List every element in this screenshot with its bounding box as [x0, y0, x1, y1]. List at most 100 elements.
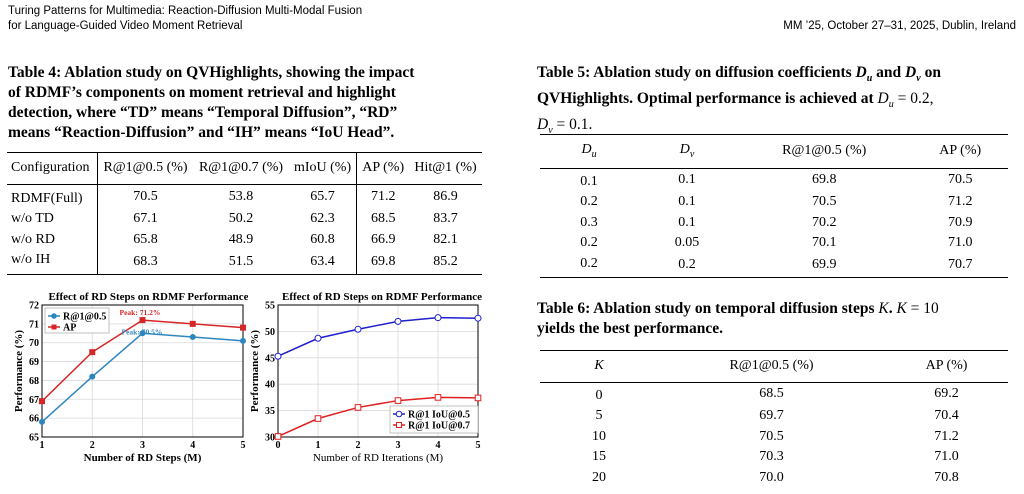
- table5-cell: 0.05: [674, 235, 700, 251]
- table5-header-dv: Dv: [679, 142, 695, 161]
- x-tick-label: 2: [356, 440, 361, 451]
- header-title-line2: for Language-Guided Video Moment Retriev…: [8, 20, 243, 32]
- caption-text: Table 6: Ablation study on temporal diff…: [537, 300, 879, 317]
- table4-cell: 67.1: [96, 209, 194, 230]
- x-tick-label: 5: [476, 440, 481, 451]
- table6: K R@1@0.5 (%) AP (%) 0 68.5 69.2 5 69.7 …: [540, 350, 1008, 488]
- table4-cell: 48.9: [228, 231, 254, 247]
- caption-math-value: = 0.1.: [552, 116, 593, 134]
- peak-annotation: Peak: 70.5%: [122, 327, 163, 336]
- table4-caption: Table 4: Ablation study on QVHighlights,…: [8, 63, 508, 143]
- table5-cell: 70.5: [947, 172, 973, 188]
- table4-cell: 65.7: [310, 188, 335, 204]
- table4-header-row: Configuration R@1@0.5 (%) R@1@0.7 (%) mI…: [7, 152, 482, 184]
- table6-cell: 71.2: [934, 428, 959, 444]
- table4-header-cell: R@1@0.7 (%): [198, 160, 284, 176]
- caption-text: .: [888, 300, 897, 317]
- table-row: 10 70.5 71.2: [540, 427, 1008, 448]
- caption-text: on: [920, 64, 941, 81]
- table5-cell: 0.2: [580, 194, 598, 210]
- table4-cell: RDMF(Full): [11, 190, 83, 206]
- table4-cell: 85.2: [433, 253, 458, 269]
- table-row: w/o RD 65.8 48.9 60.8 66.9 82.1: [7, 229, 482, 250]
- caption-math: D: [877, 90, 889, 108]
- table6-header-row: K R@1@0.5 (%) AP (%): [540, 350, 1008, 383]
- table-row: 15 70.3 71.0: [540, 447, 1008, 468]
- y-tick-label: 30: [265, 433, 275, 444]
- data-point: [394, 397, 402, 404]
- table-row: 0 68.5 69.2: [540, 382, 1008, 406]
- table6-cell: 10: [592, 428, 606, 444]
- table4-header-cell: Configuration: [11, 160, 90, 176]
- data-point: [474, 394, 482, 402]
- caption-math-value: = 0.2,: [893, 90, 934, 108]
- table4-cell: 86.9: [433, 188, 458, 204]
- y-tick-label: 40: [265, 380, 275, 391]
- table4-cell: 83.7: [433, 211, 458, 227]
- table4-cell: 50.2: [228, 211, 254, 227]
- caption-math-value: = 10: [906, 300, 939, 317]
- table5: Du Dv R@1@0.5 (%) AP (%) 0.1 0.1 69.8 70…: [540, 134, 1008, 278]
- chart-title: Effect of RD Steps on RDMF Performance: [49, 291, 248, 303]
- caption-math-sub: v: [548, 125, 553, 137]
- legend-marker: [51, 324, 57, 330]
- table4-cell: 69.8: [356, 250, 410, 274]
- table5-cell: 70.7: [947, 257, 973, 273]
- table6-cell: 69.2: [934, 386, 959, 402]
- caption-text: QVHighlights. Optimal performance is ach…: [537, 90, 878, 108]
- y-axis-label: Performance (%): [13, 330, 25, 412]
- legend-label: R@1 IoU@0.7: [408, 421, 470, 432]
- table6-cell: 68.5: [759, 386, 784, 402]
- table5-header-row: Du Dv R@1@0.5 (%) AP (%): [540, 134, 1008, 169]
- table5-cell: 0.1: [678, 194, 696, 210]
- caption-text: and: [872, 64, 906, 81]
- table5-cell: 70.2: [811, 214, 837, 230]
- table-row: 0.3 0.1 70.2 70.9: [540, 213, 1008, 234]
- legend-marker: [51, 313, 57, 319]
- table5-cell: 0.1: [580, 173, 598, 189]
- y-tick-label: 72: [29, 301, 39, 312]
- table4-caption-line: of RDMF’s components on moment retrieval…: [8, 84, 396, 101]
- rd-iterations-chart: Effect of RD Steps on RDMF Performance30…: [249, 291, 482, 464]
- data-point: [354, 325, 362, 333]
- table6-cell: 0: [595, 387, 603, 403]
- table-row: 0.2 0.05 70.1 71.0: [540, 233, 1008, 254]
- table5-header-du: Du: [581, 142, 597, 161]
- y-tick-label: 69: [29, 357, 39, 368]
- legend-label: R@1@0.5: [63, 312, 106, 323]
- table6-cell: 70.4: [934, 408, 959, 424]
- table5-cell: 71.2: [947, 194, 973, 210]
- y-axis-label: Performance (%): [249, 330, 261, 412]
- table5-cell: 69.8: [811, 172, 837, 188]
- plot-frame: [41, 304, 244, 438]
- table6-caption-line2: yields the best performance.: [537, 320, 723, 337]
- table-row: 20 70.0 70.8: [540, 468, 1008, 489]
- x-tick-label: 2: [90, 440, 95, 451]
- legend-marker: [396, 422, 402, 428]
- series-line: [277, 396, 479, 438]
- table5-cell: 0.3: [580, 214, 598, 230]
- data-point: [240, 337, 246, 344]
- table4-cell: w/o RD: [11, 231, 55, 247]
- table4-cell: w/o TD: [11, 211, 54, 227]
- table4-cell: 66.9: [356, 229, 410, 250]
- legend-label: AP: [63, 323, 76, 334]
- peak-annotation: Peak: 71.2%: [120, 308, 161, 317]
- table6-cell: 70.5: [759, 428, 784, 444]
- table5-caption-line2: QVHighlights. Optimal performance is ach…: [537, 89, 1019, 115]
- x-tick-label: 3: [140, 440, 145, 451]
- table4-cell: 65.8: [96, 229, 194, 250]
- data-point: [139, 330, 146, 337]
- table4-cell: 62.3: [310, 211, 335, 227]
- data-point: [139, 317, 146, 324]
- table6-cell: 69.7: [759, 408, 784, 424]
- data-point: [240, 324, 246, 331]
- table5-cell: 0.2: [678, 257, 696, 273]
- table6-cell: 5: [595, 408, 603, 424]
- table6-caption: Table 6: Ablation study on temporal diff…: [537, 299, 1019, 339]
- x-axis-label: Number of RD Iterations (M): [313, 452, 443, 464]
- table4-caption-line: means “Reaction-Diffusion” and “IH” mean…: [8, 124, 395, 141]
- table-row: RDMF(Full) 70.5 53.8 65.7 71.2 86.9: [7, 184, 482, 209]
- y-tick-label: 50: [265, 327, 275, 338]
- y-tick-label: 66: [29, 414, 39, 425]
